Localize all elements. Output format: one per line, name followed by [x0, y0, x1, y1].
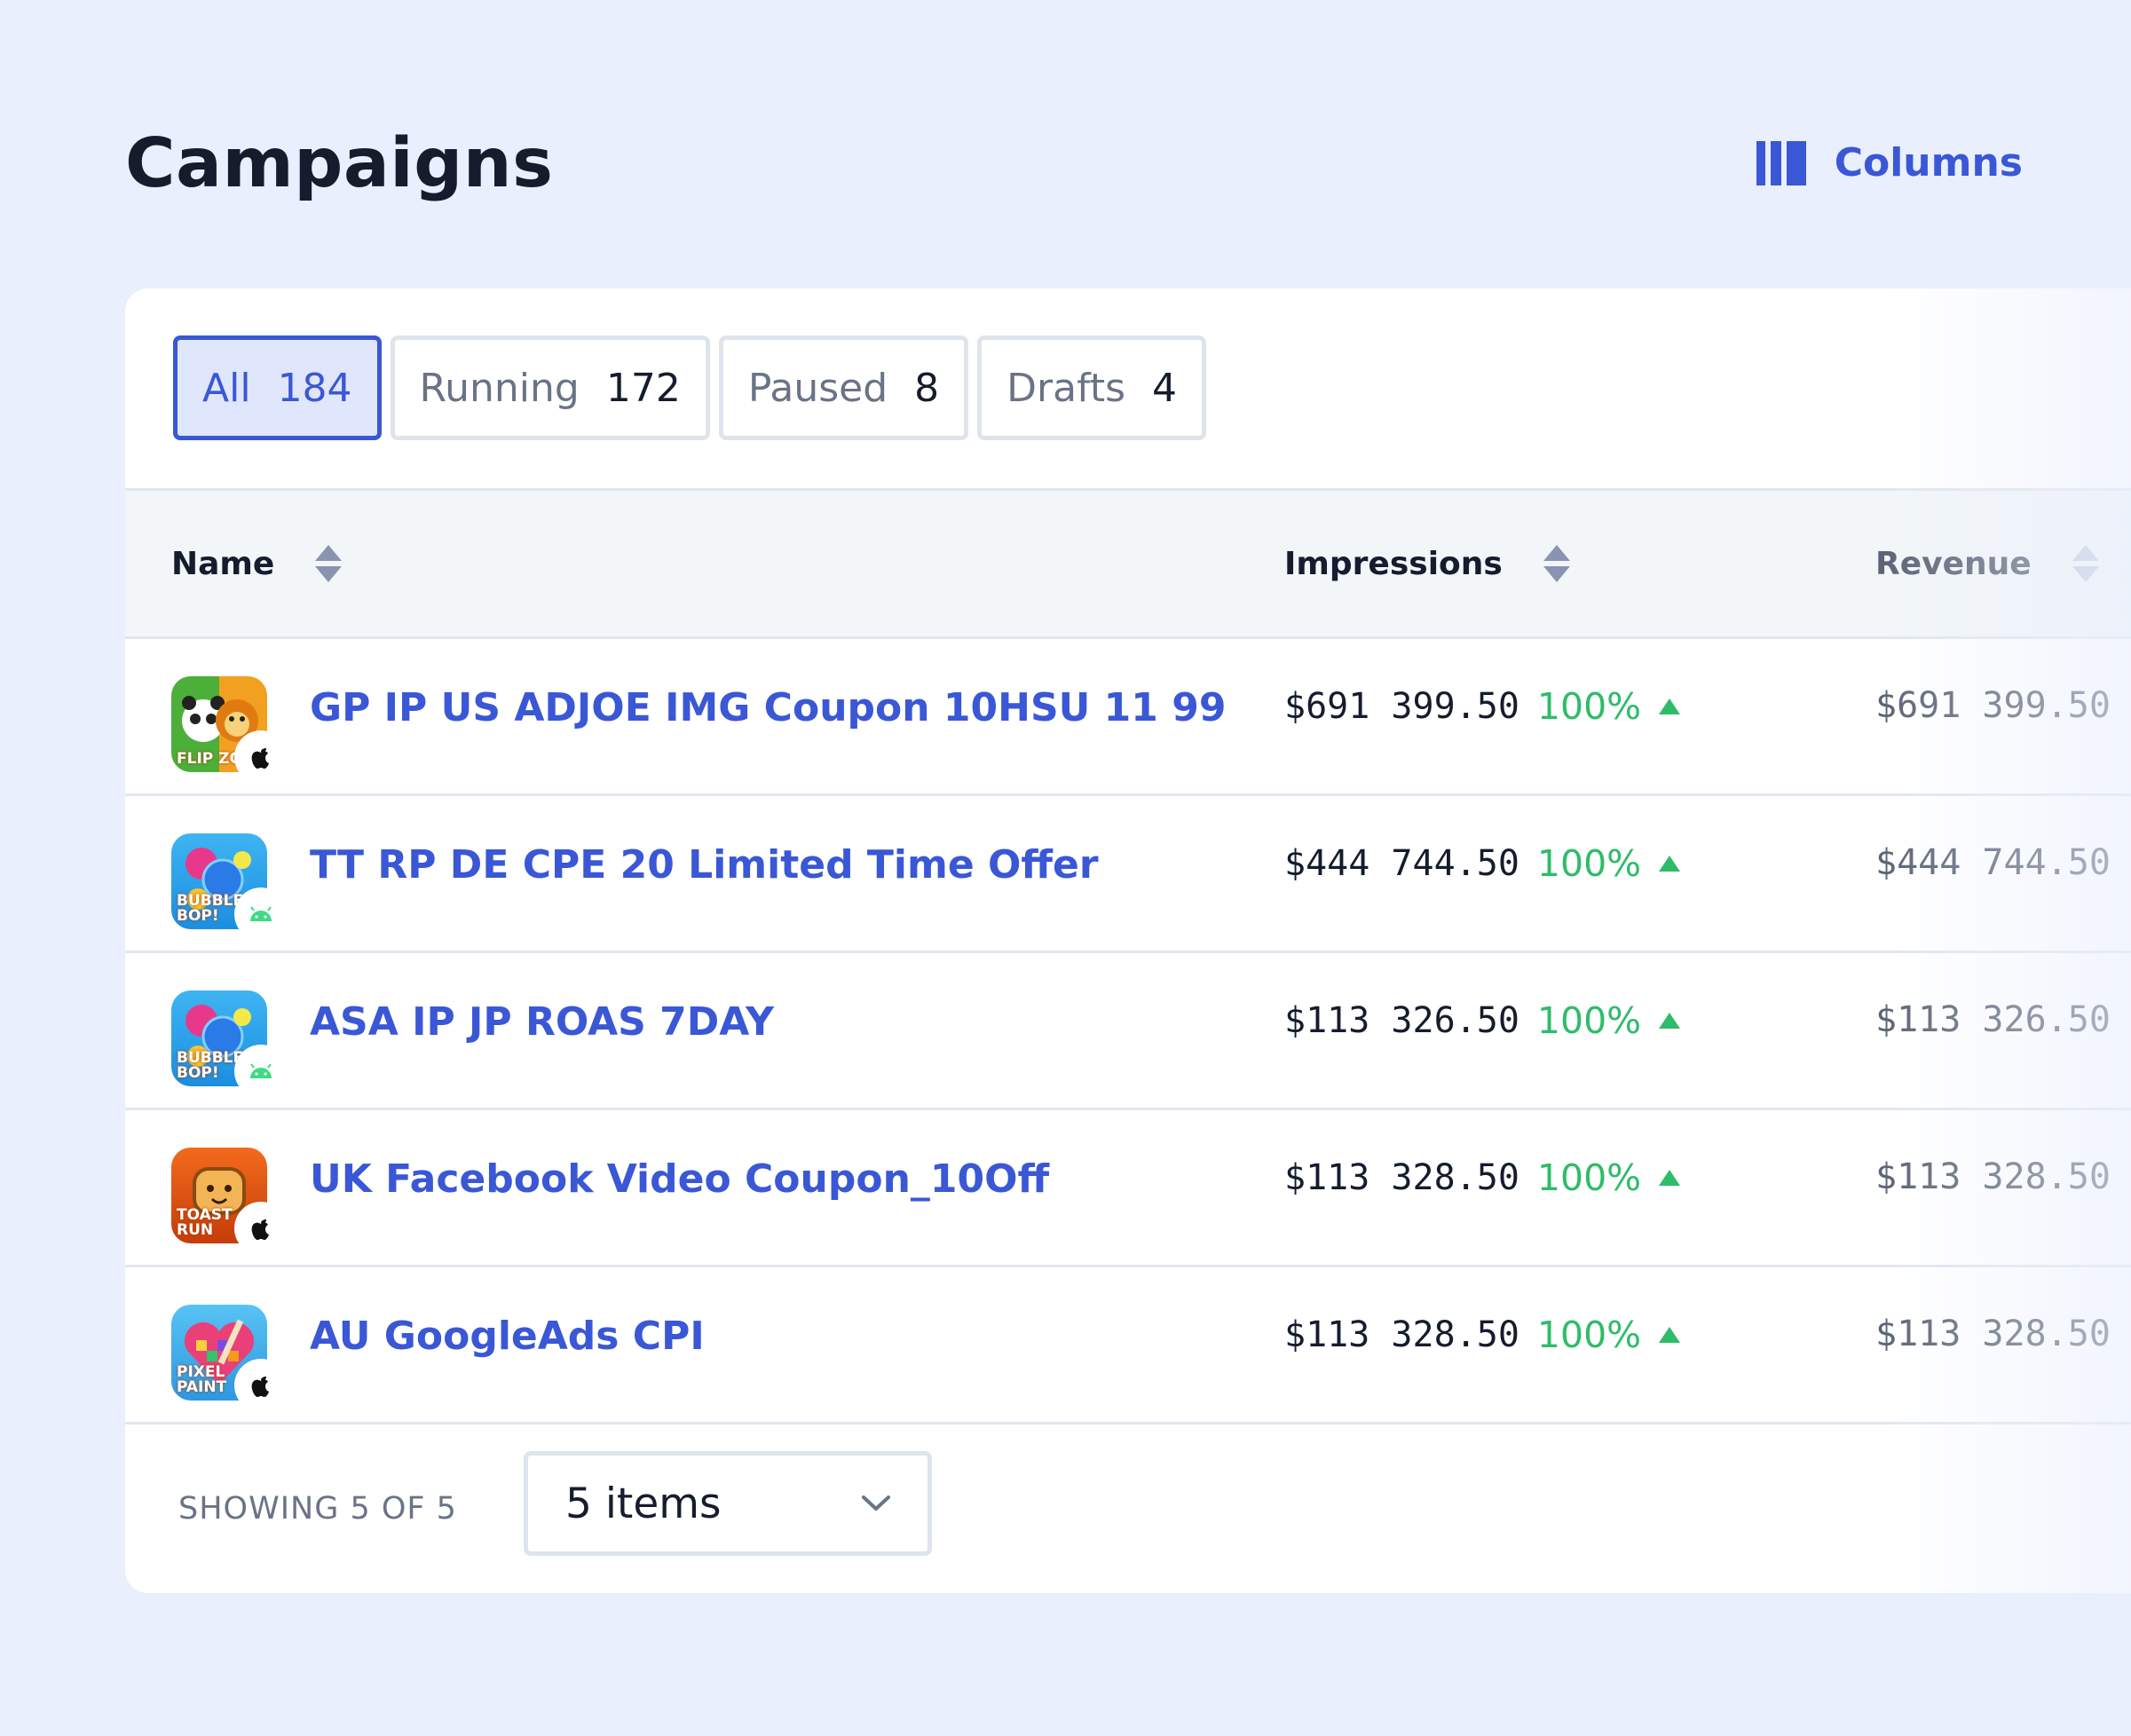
table-header: Name Impressions Revenue	[125, 488, 2131, 639]
sort-icon[interactable]	[1543, 545, 1570, 582]
app-icon-label: TOAST RUN	[177, 1206, 233, 1239]
revenue-value: $113 328.50	[1875, 1156, 2111, 1197]
impressions-cell: $113 328.50 100%	[1284, 1156, 1681, 1199]
status-filter-tabs: All 184 Running 172 Paused 8 Drafts 4	[173, 335, 1206, 440]
column-header-impressions[interactable]: Impressions	[1284, 491, 1570, 636]
table-row[interactable]: TOAST RUN UK Facebook Video Coupon_10Off…	[125, 1110, 2131, 1267]
trend-up-icon	[1659, 1170, 1681, 1186]
page-size-select[interactable]: 5 items	[524, 1451, 932, 1556]
column-header-revenue[interactable]: Revenue	[1875, 491, 2099, 636]
sort-icon[interactable]	[2072, 545, 2099, 582]
column-label: Revenue	[1875, 545, 2032, 582]
impressions-delta: 100%	[1536, 685, 1642, 728]
chevron-down-icon	[862, 1495, 890, 1511]
filter-label: All	[202, 365, 251, 411]
filter-tab-paused[interactable]: Paused 8	[718, 335, 969, 440]
table-row[interactable]: BUBBLE BOP! ASA IP JP ROAS 7DAY $113 326…	[125, 953, 2131, 1110]
column-label: Name	[171, 545, 275, 582]
revenue-value: $691 399.50	[1875, 685, 2111, 726]
columns-icon	[1756, 140, 1806, 185]
revenue-value: $444 744.50	[1875, 842, 2111, 883]
impressions-cell: $444 744.50 100%	[1284, 842, 1681, 885]
bubble-bop-app-icon: BUBBLE BOP!	[171, 833, 267, 929]
campaign-name-link[interactable]: GP IP US ADJOE IMG Coupon 10HSU 11 99	[310, 685, 1227, 730]
apple-icon	[237, 733, 285, 781]
filter-count: 184	[277, 365, 352, 411]
filter-label: Paused	[747, 365, 888, 411]
filter-count: 172	[605, 365, 681, 411]
table-row[interactable]: BUBBLE BOP! TT RP DE CPE 20 Limited Time…	[125, 796, 2131, 953]
column-header-name[interactable]: Name	[171, 491, 343, 636]
impressions-delta: 100%	[1536, 999, 1642, 1042]
impressions-delta: 100%	[1536, 842, 1642, 885]
trend-up-icon	[1659, 1013, 1681, 1029]
columns-button-label: Columns	[1834, 140, 2023, 185]
column-label: Impressions	[1284, 545, 1503, 582]
apple-icon	[237, 1361, 285, 1409]
app-icon-label: BUBBLE BOP!	[177, 1049, 244, 1082]
filter-tab-drafts[interactable]: Drafts 4	[977, 335, 1206, 440]
campaign-name-link[interactable]: TT RP DE CPE 20 Limited Time Offer	[310, 842, 1099, 888]
columns-button[interactable]: Columns	[1756, 140, 2023, 185]
impressions-value: $444 744.50	[1284, 843, 1519, 884]
trend-up-icon	[1659, 698, 1681, 714]
table-row[interactable]: PIXEL PAINT AU GoogleAds CPI $113 328.50…	[125, 1267, 2131, 1424]
trend-up-icon	[1659, 856, 1681, 872]
showing-count-label: SHOWING 5 OF 5	[178, 1491, 457, 1527]
app-icon-label: FLIP ZO	[177, 750, 242, 768]
flip-zoo-app-icon: FLIP ZO	[171, 676, 267, 772]
filter-label: Drafts	[1006, 365, 1125, 411]
impressions-cell: $113 326.50 100%	[1284, 999, 1681, 1042]
apple-icon	[237, 1204, 285, 1252]
filter-label: Running	[419, 365, 580, 411]
trend-up-icon	[1659, 1327, 1681, 1343]
campaigns-card: All 184 Running 172 Paused 8 Drafts 4 Na…	[125, 288, 2131, 1593]
campaign-name-link[interactable]: ASA IP JP ROAS 7DAY	[310, 999, 774, 1045]
android-icon	[237, 1047, 285, 1095]
impressions-value: $113 328.50	[1284, 1314, 1519, 1355]
filter-tab-running[interactable]: Running 172	[390, 335, 710, 440]
impressions-value: $113 328.50	[1284, 1157, 1519, 1198]
campaign-name-link[interactable]: AU GoogleAds CPI	[310, 1314, 705, 1359]
impressions-value: $113 326.50	[1284, 1000, 1519, 1041]
filter-count: 4	[1152, 365, 1177, 411]
impressions-cell: $691 399.50 100%	[1284, 685, 1681, 728]
impressions-delta: 100%	[1536, 1156, 1642, 1199]
app-icon-label: BUBBLE BOP!	[177, 892, 244, 925]
impressions-value: $691 399.50	[1284, 686, 1519, 727]
revenue-value: $113 328.50	[1875, 1314, 2111, 1354]
impressions-cell: $113 328.50 100%	[1284, 1314, 1681, 1356]
filter-tab-all[interactable]: All 184	[173, 335, 382, 440]
table-row[interactable]: FLIP ZO GP IP US ADJOE IMG Coupon 10HSU …	[125, 639, 2131, 796]
sort-icon[interactable]	[315, 545, 343, 582]
page-title: Campaigns	[125, 124, 554, 203]
page-size-value: 5 items	[565, 1479, 722, 1528]
app-icon-label: PIXEL PAINT	[177, 1363, 227, 1396]
campaign-name-link[interactable]: UK Facebook Video Coupon_10Off	[310, 1156, 1050, 1202]
android-icon	[237, 890, 285, 938]
filter-count: 8	[914, 365, 940, 411]
revenue-value: $113 326.50	[1875, 999, 2111, 1040]
impressions-delta: 100%	[1536, 1314, 1642, 1356]
